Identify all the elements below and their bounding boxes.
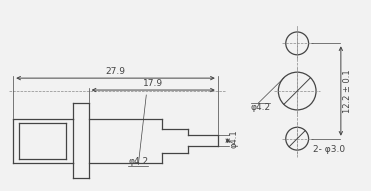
Text: 27.9: 27.9 (105, 67, 125, 76)
Text: φ4.2: φ4.2 (128, 158, 148, 167)
Text: φ4.2: φ4.2 (250, 103, 271, 112)
Text: 17.9: 17.9 (143, 79, 163, 87)
Text: 12.2 ± 0.1: 12.2 ± 0.1 (343, 69, 352, 113)
Text: φ4.1: φ4.1 (229, 129, 238, 148)
Text: 2- φ3.0: 2- φ3.0 (313, 145, 345, 154)
